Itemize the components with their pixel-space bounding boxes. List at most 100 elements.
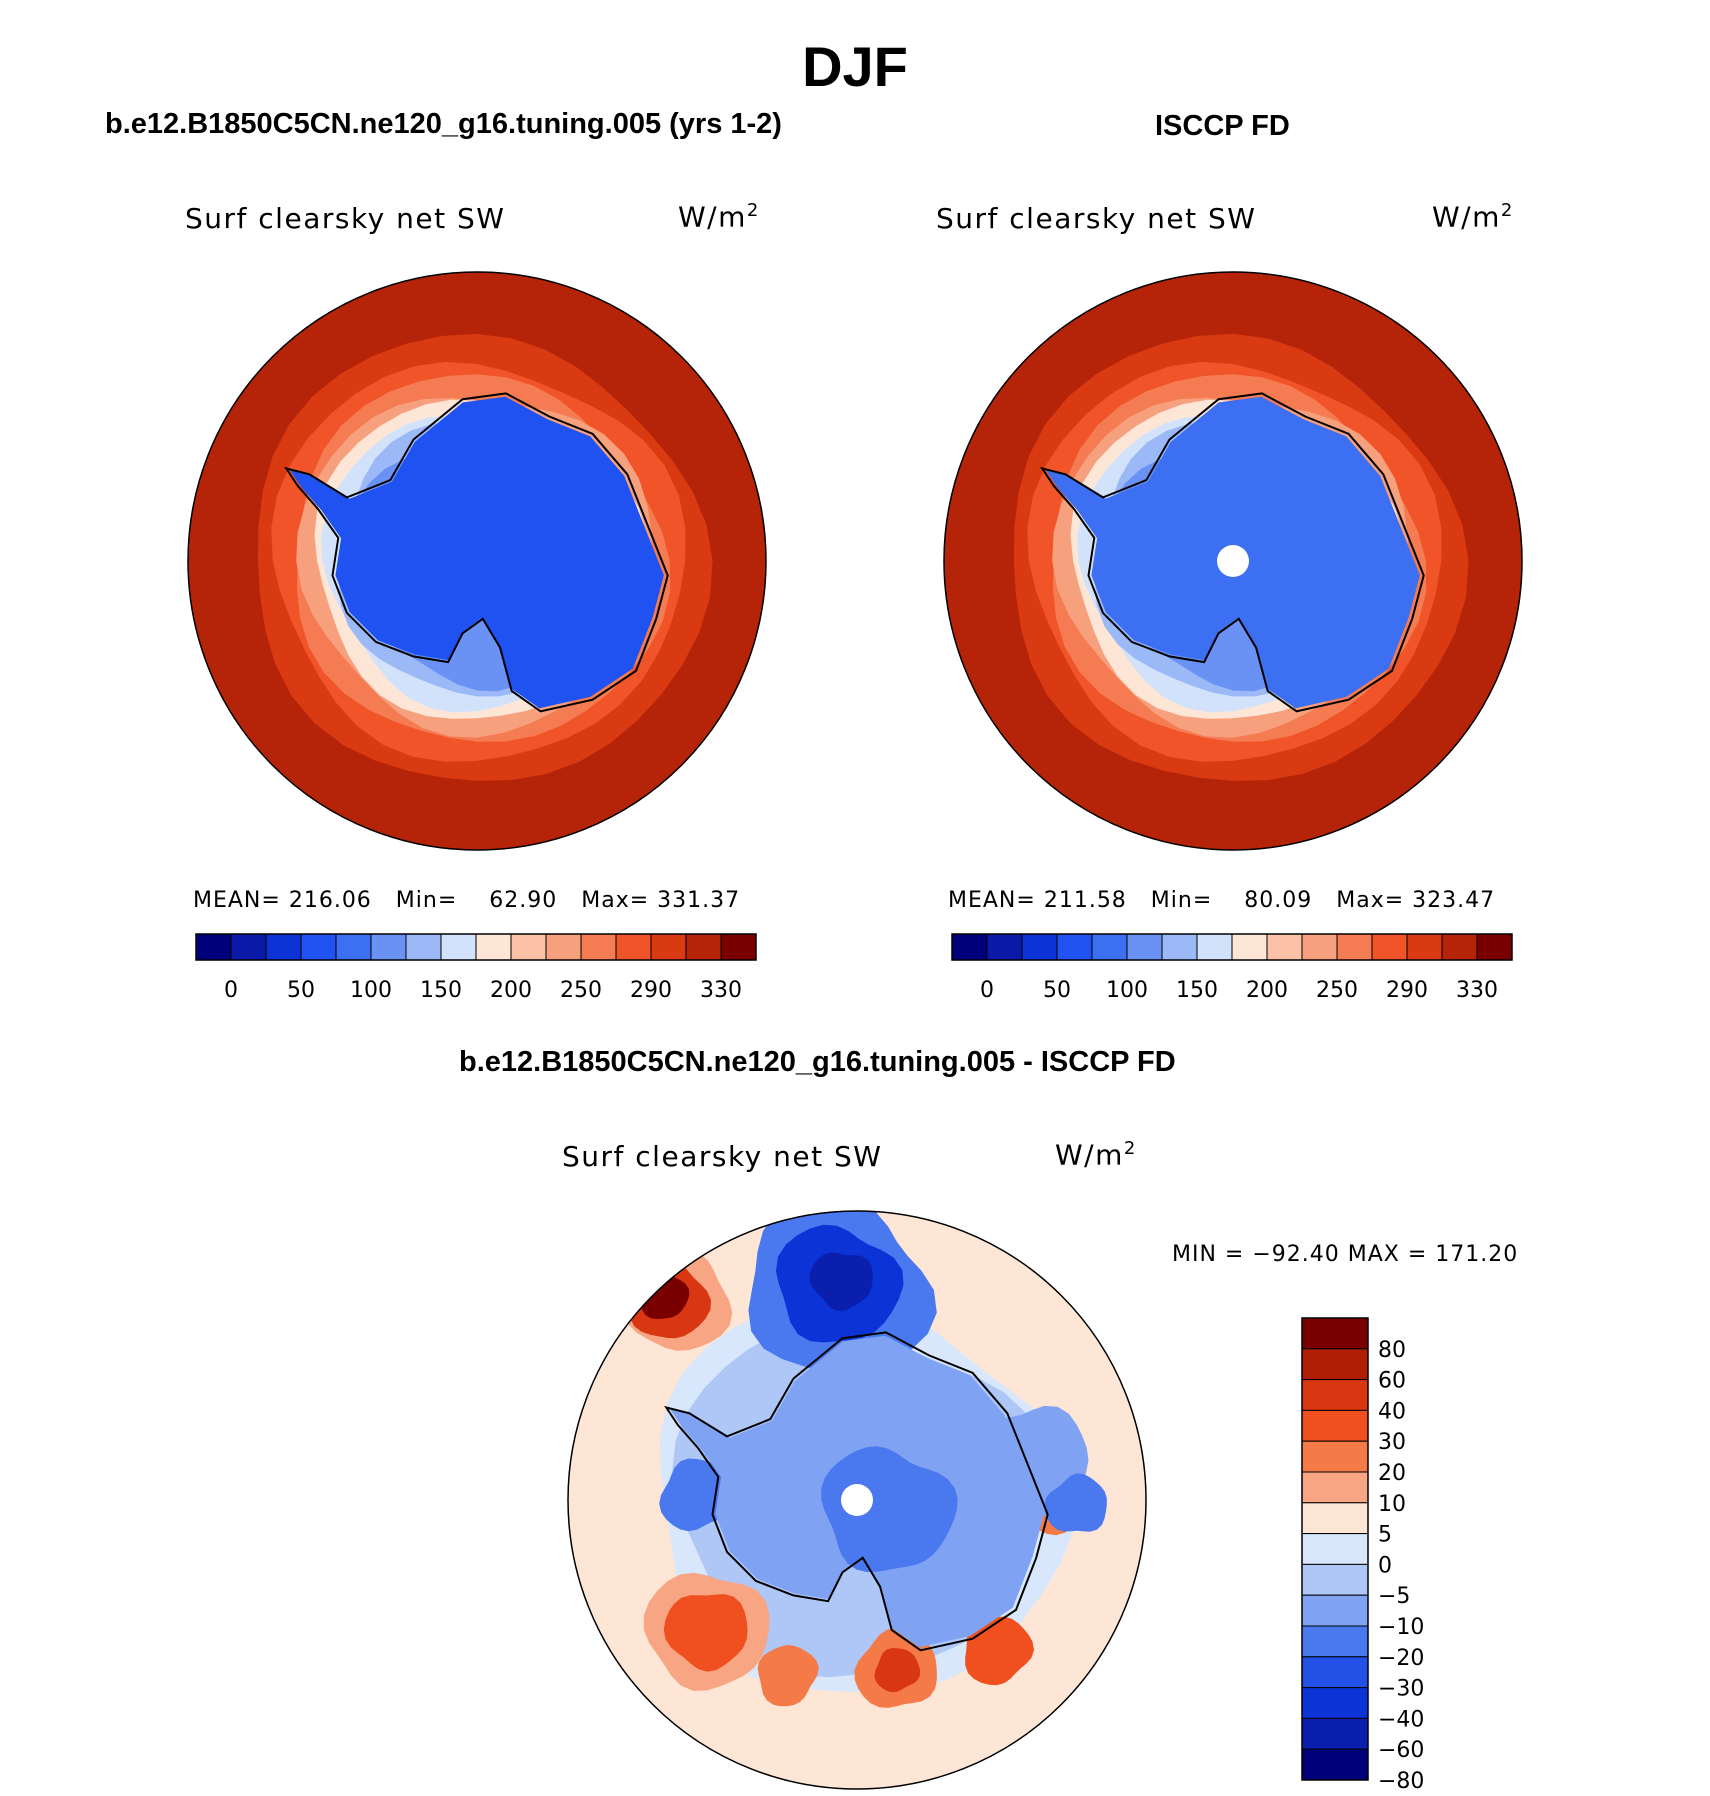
colorbar-swatch: [1301, 1409, 1369, 1442]
panel-diff-variable: Surf clearsky net SW: [562, 1140, 883, 1173]
colorbar-tick-label: −20: [1378, 1646, 1424, 1671]
colorbar-tick-label: −80: [1378, 1769, 1424, 1794]
coastline: [284, 392, 669, 713]
panel-diff-minmax: MIN = −92.40 MAX = 171.20: [1172, 1242, 1519, 1267]
map-boundary: [567, 1210, 1147, 1790]
colorbar-swatch: [545, 933, 582, 961]
colorbar-tick-label: 250: [560, 978, 602, 1003]
pole-hole: [1217, 545, 1249, 577]
units-base: W/m: [678, 200, 747, 234]
colorbar-swatch: [1301, 1440, 1369, 1473]
panel-model-units: W/m2: [678, 200, 760, 233]
colorbar-swatch: [1126, 933, 1163, 961]
units-exponent: 2: [1123, 1138, 1137, 1159]
colorbar-tick-label: 40: [1378, 1399, 1406, 1424]
panel-obs-subtitle: ISCCP FD: [1155, 110, 1290, 142]
min-value: 80.09: [1244, 888, 1313, 913]
colorbar-swatch: [720, 933, 757, 961]
colorbar-swatch: [335, 933, 372, 961]
min-label: Min=: [1150, 888, 1213, 913]
max-value: 331.37: [657, 888, 741, 913]
diff-positive-patch: [965, 1616, 1034, 1686]
colorbar-tick-label: −60: [1378, 1738, 1424, 1763]
colorbar-tick-label: 330: [700, 978, 742, 1003]
panel-obs-stats: MEAN= 211.58 Min= 80.09 Max= 323.47: [948, 888, 1495, 913]
colorbar-swatch: [1231, 933, 1268, 961]
colorbar-tick-label: 200: [1246, 978, 1288, 1003]
continent-fill: [290, 396, 664, 709]
panel-obs-variable: Surf clearsky net SW: [936, 202, 1257, 235]
colorbar-swatch: [1336, 933, 1373, 961]
colorbar-tick-label: −10: [1378, 1615, 1424, 1640]
colorbar-frame: [951, 933, 1513, 961]
colorbar-swatch: [1301, 1687, 1369, 1719]
figure-season-title: DJF: [802, 35, 908, 98]
colorbar-swatch: [1301, 1502, 1369, 1535]
colorbar-tick-label: −40: [1378, 1707, 1424, 1732]
diff-positive-patch: [757, 1645, 819, 1707]
colorbar-swatch: [1301, 1379, 1369, 1411]
colorbar-swatch: [1301, 933, 1338, 961]
mean-label: MEAN=: [193, 888, 281, 913]
colorbar-tick-label: −5: [1378, 1584, 1410, 1609]
colorbar-swatch: [986, 933, 1023, 961]
panel-diff-subtitle: b.e12.B1850C5CN.ne120_g16.tuning.005 - I…: [459, 1046, 1176, 1078]
min-label: Min=: [395, 888, 458, 913]
colorbar-tick-label: 0: [1378, 1553, 1392, 1578]
colorbar-swatch: [650, 933, 687, 961]
colorbar-swatch: [685, 933, 722, 961]
colorbar-tick-label: 100: [350, 978, 392, 1003]
colorbar-tick-label: 250: [1316, 978, 1358, 1003]
colorbar-swatch: [1301, 1471, 1369, 1504]
colorbar-tick-label: 290: [630, 978, 672, 1003]
diff-positive-patch: [663, 1594, 748, 1672]
colorbar-swatch: [951, 933, 988, 961]
colorbar-swatch: [1021, 933, 1058, 961]
colorbar-tick-label: 30: [1378, 1430, 1406, 1455]
panel-diff-units: W/m2: [1055, 1138, 1137, 1171]
panel-model-variable: Surf clearsky net SW: [185, 202, 506, 235]
diff-negative-patch: [809, 1252, 873, 1312]
colorbar-swatch: [370, 933, 407, 961]
colorbar-tick-label: 0: [224, 978, 238, 1003]
colorbar-swatch: [580, 933, 617, 961]
map-model-polar: [187, 271, 767, 851]
diff-continent-interior: [821, 1446, 958, 1572]
units-exponent: 2: [1500, 200, 1514, 221]
colorbar-swatch: [440, 933, 477, 961]
colorbar-swatch: [1301, 1348, 1369, 1381]
pole-hole: [841, 1484, 873, 1516]
colorbar-swatch: [1266, 933, 1303, 961]
colorbar-swatch: [1301, 1594, 1369, 1627]
colorbar-swatch: [405, 933, 442, 961]
colorbar-swatch: [615, 933, 652, 961]
colorbar-swatch: [510, 933, 547, 961]
colorbar-swatch: [1301, 1317, 1369, 1350]
min-value: 62.90: [489, 888, 558, 913]
map-obs-fill: [944, 272, 1522, 850]
max-value: 323.47: [1412, 888, 1496, 913]
colorbar-tick-label: 50: [287, 978, 315, 1003]
map-diff-fill: [568, 1211, 1146, 1789]
map-model-fill: [188, 272, 766, 850]
panel-obs-units: W/m2: [1432, 200, 1514, 233]
colorbar-swatch: [1301, 1717, 1369, 1750]
colorbar-swatch: [300, 933, 337, 961]
colorbar-tick-label: 20: [1378, 1461, 1406, 1486]
map-obs-polar: [943, 271, 1523, 851]
mean-label: MEAN=: [948, 888, 1036, 913]
diff-negative-patch: [1044, 1473, 1107, 1532]
colorbar-swatch: [1476, 933, 1513, 961]
colorbar-tick-label: 150: [420, 978, 462, 1003]
colorbar-tick-label: 80: [1378, 1338, 1406, 1363]
max-label: Max=: [1336, 888, 1405, 913]
colorbar-swatch: [475, 933, 512, 961]
colorbar-tick-label: 10: [1378, 1492, 1406, 1517]
colorbar-tick-label: 5: [1378, 1523, 1392, 1548]
colorbar-swatch: [1301, 1625, 1369, 1658]
mean-value: 216.06: [288, 888, 372, 913]
units-exponent: 2: [746, 200, 760, 221]
colorbar-tick-label: 290: [1386, 978, 1428, 1003]
colorbar-swatch: [1301, 1656, 1369, 1689]
